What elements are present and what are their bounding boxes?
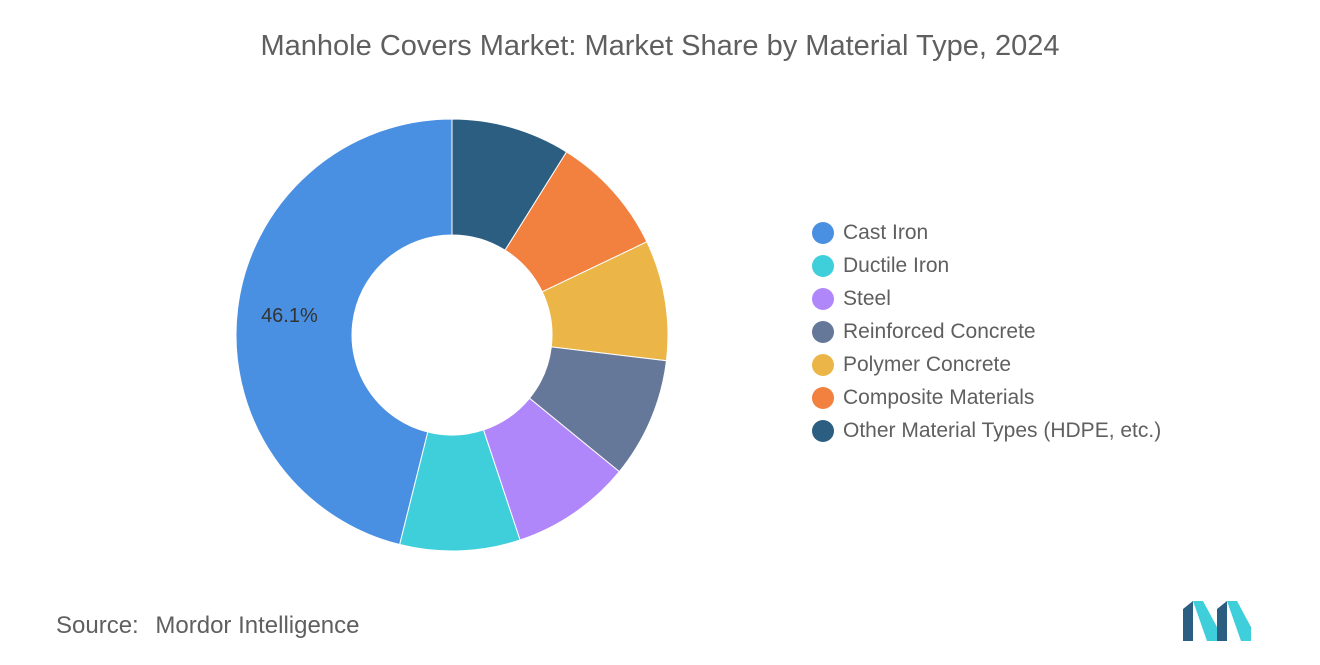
legend-swatch bbox=[812, 386, 834, 409]
legend-item: Ductile Iron bbox=[812, 249, 1161, 282]
legend-swatch bbox=[812, 320, 834, 343]
source-note: Source: Mordor Intelligence bbox=[56, 612, 360, 640]
data-label: 46.1% bbox=[261, 305, 318, 327]
legend-label: Other Material Types (HDPE, etc.) bbox=[843, 418, 1162, 442]
legend-label: Reinforced Concrete bbox=[843, 319, 1036, 343]
legend-label: Cast Iron bbox=[843, 220, 929, 244]
chart-title: Manhole Covers Market: Market Share by M… bbox=[260, 30, 1060, 62]
legend-label: Polymer Concrete bbox=[843, 352, 1012, 376]
legend-label: Steel bbox=[843, 286, 891, 310]
legend-item: Other Material Types (HDPE, etc.) bbox=[812, 414, 1161, 447]
legend-swatch bbox=[812, 419, 834, 442]
source-label: Source: bbox=[56, 612, 139, 639]
legend-swatch bbox=[812, 221, 834, 244]
legend-swatch bbox=[812, 254, 834, 277]
legend-item: Composite Materials bbox=[812, 381, 1161, 414]
source-value: Mordor Intelligence bbox=[155, 612, 360, 639]
legend-item: Reinforced Concrete bbox=[812, 315, 1161, 348]
legend-item: Cast Iron bbox=[812, 216, 1161, 249]
chart-legend: Cast Iron Ductile Iron Steel Reinforced Con… bbox=[812, 216, 1161, 447]
legend-swatch bbox=[812, 353, 834, 376]
legend-swatch bbox=[812, 287, 834, 310]
legend-label: Ductile Iron bbox=[843, 253, 950, 277]
legend-label: Composite Materials bbox=[843, 385, 1035, 409]
legend-item: Polymer Concrete bbox=[812, 348, 1161, 381]
slice-cast-iron bbox=[235, 118, 453, 546]
mordor-intelligence-logo-icon bbox=[1183, 601, 1251, 641]
legend-item: Steel bbox=[812, 282, 1161, 315]
